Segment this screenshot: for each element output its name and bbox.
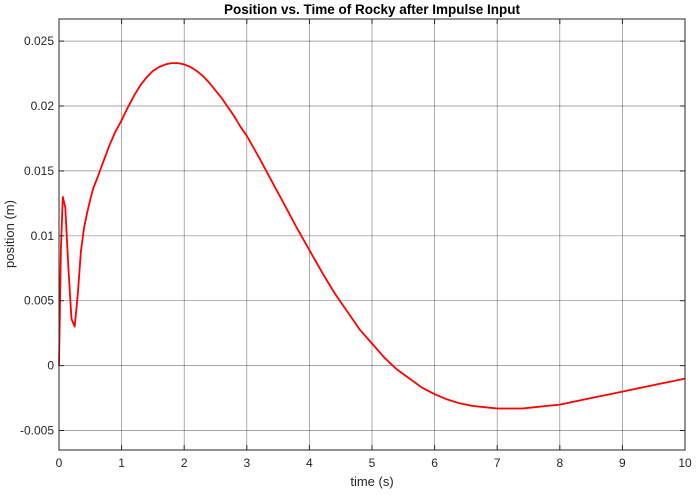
y-tick-label: 0.02 [31, 99, 55, 113]
x-tick-label: 7 [494, 456, 501, 470]
x-axis-title: time (s) [350, 474, 393, 489]
y-tick-label: -0.005 [20, 424, 54, 438]
y-tick-label: 0.015 [24, 164, 54, 178]
y-tick-label: 0.025 [24, 34, 54, 48]
x-ticks: 0 1 2 3 4 5 6 7 8 9 10 [56, 19, 692, 470]
y-grid [59, 40, 685, 431]
x-tick-label: 1 [118, 456, 125, 470]
x-tick-label: 8 [556, 456, 563, 470]
y-tick-label: 0.005 [24, 294, 54, 308]
x-tick-label: 5 [369, 456, 376, 470]
y-ticks: -0.005 0 0.005 0.01 0.015 0.02 0.025 [20, 34, 685, 438]
x-tick-label: 6 [431, 456, 438, 470]
y-tick-label: 0 [47, 359, 54, 373]
x-tick-label: 0 [56, 456, 63, 470]
y-tick-label: 0.01 [31, 229, 55, 243]
x-tick-label: 10 [678, 456, 692, 470]
x-tick-label: 2 [181, 456, 188, 470]
x-tick-label: 9 [619, 456, 626, 470]
series-line-position [58, 62, 686, 410]
series-layer [58, 62, 686, 410]
chart-title: Position vs. Time of Rocky after Impulse… [224, 2, 521, 17]
y-axis-title: position (m) [2, 200, 17, 268]
x-tick-label: 4 [306, 456, 313, 470]
x-tick-label: 3 [243, 456, 250, 470]
